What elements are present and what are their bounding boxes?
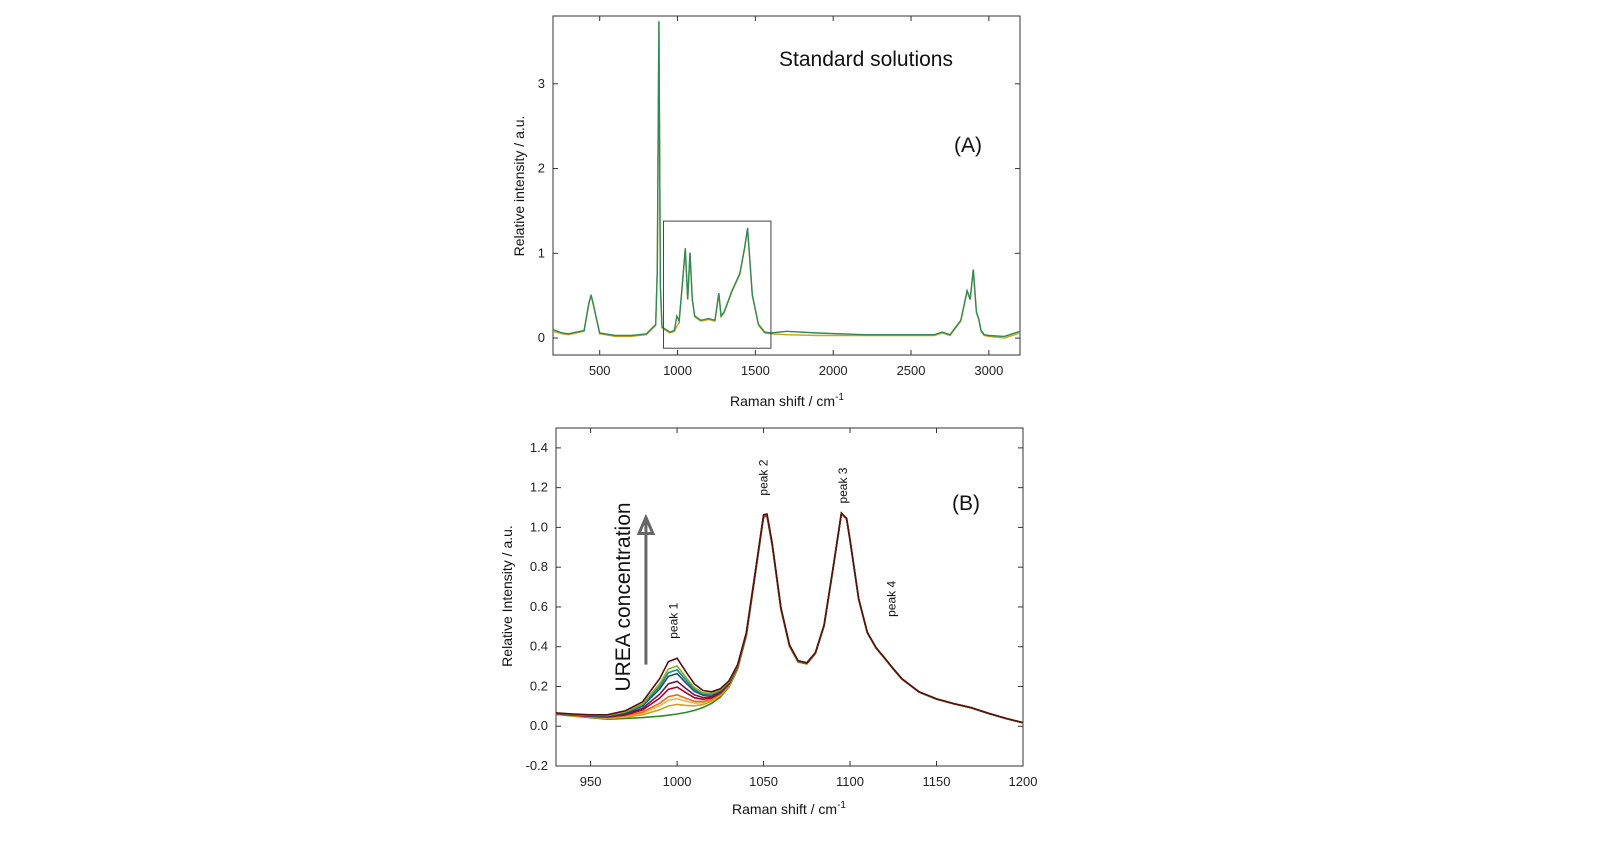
panel-b-arrow-label: UREA concentration <box>612 502 635 691</box>
panel-a-x-tick-label: 2500 <box>897 363 926 378</box>
panel-a-x-axis-label-text: Raman shift / cm <box>730 393 835 409</box>
panel-b-x-axis-label: Raman shift / cm-1 <box>732 800 846 817</box>
panel-a-y-tick-label: 1 <box>538 245 545 260</box>
panel-b-y-tick-label: -0.2 <box>526 758 548 773</box>
panel-a-x-tick-label: 1500 <box>741 363 770 378</box>
panel-b-series-line-10 <box>555 511 1024 724</box>
panel-b-concentration-arrow <box>636 513 656 665</box>
panel-b-x-tick-label: 1100 <box>836 774 864 789</box>
panel-a-y-tick-label: 3 <box>538 76 545 91</box>
panel-b-y-tick-label: 1.2 <box>530 480 548 495</box>
panel-a-label: (A) <box>954 134 982 157</box>
panel-b-x-ticks: 950 1000 1050 1100 1150 1200 <box>580 428 1038 789</box>
panel-b-x-axis-label-sup: -1 <box>837 800 846 811</box>
panel-a-title: Standard solutions <box>779 48 953 71</box>
panel-b-y-tick-label: 0.4 <box>530 639 548 654</box>
panel-a-y-tick-label: 0 <box>538 330 545 345</box>
concentration-arrow-head <box>636 513 656 535</box>
panel-b-peak-label-4: peak 4 <box>885 581 899 617</box>
panel-b-plot-area <box>555 427 1024 767</box>
panel-a-x-axis-label: Raman shift / cm-1 <box>730 392 844 409</box>
panel-b-y-tick-label: 1.4 <box>530 440 548 455</box>
panel-a-x-tick-label: 500 <box>589 363 611 378</box>
panel-b-x-tick-label: 950 <box>580 774 602 789</box>
panel-b-x-tick-label: 1150 <box>923 774 951 789</box>
panel-b-y-tick-label: 0.0 <box>530 718 548 733</box>
panel-b-y-tick-label: 0.8 <box>530 559 548 574</box>
panel-b-series-group <box>555 511 1024 724</box>
panel-b-peak-label-1: peak 1 <box>667 602 681 638</box>
panel-a-y-axis-label: Relative intensity / a.u. <box>511 116 527 257</box>
panel-b-y-tick-label: 0.2 <box>530 678 548 693</box>
panel-b-y-tick-label: 0.6 <box>530 599 548 614</box>
panel-a-plot-area <box>552 15 1021 356</box>
panel-b-x-axis-label-text: Raman shift / cm <box>732 801 837 817</box>
panel-b-y-ticks: -0.2 0.0 0.2 0.4 0.6 0.8 1.0 1.2 1.4 <box>526 440 1023 773</box>
panel-b-y-axis-label: Relative Intensity / a.u. <box>499 525 515 667</box>
panel-a: 500 1000 1500 2000 2500 3000 0 1 2 3 Standard so… <box>511 15 1021 409</box>
panel-a-series-group <box>552 21 1021 339</box>
panel-b-peak-annotations: peak 1 peak 2 peak 3 peak 4 <box>667 459 899 639</box>
panel-a-x-axis-label-sup: -1 <box>835 392 844 403</box>
panel-b: 950 1000 1050 1100 1150 1200 -0.2 0.0 0.2 0.4 0.6… <box>499 427 1038 817</box>
panel-a-x-tick-label: 3000 <box>974 363 1003 378</box>
panel-a-y-ticks: 0 1 2 3 <box>538 76 1020 345</box>
panel-b-x-tick-label: 1050 <box>749 774 778 789</box>
panel-b-peak-label-2: peak 2 <box>757 459 771 495</box>
panel-a-zoom-box <box>663 220 772 349</box>
panel-b-x-tick-label: 1200 <box>1009 774 1038 789</box>
panel-a-series-line-2 <box>552 21 1021 338</box>
panel-b-peak-label-3: peak 3 <box>836 467 850 503</box>
panel-a-x-tick-label: 2000 <box>819 363 848 378</box>
panel-a-y-tick-label: 2 <box>538 161 545 176</box>
panel-a-x-tick-label: 1000 <box>663 363 692 378</box>
panel-b-label: (B) <box>952 492 980 515</box>
panel-a-x-ticks: 500 1000 1500 2000 2500 3000 <box>589 16 1003 378</box>
panel-b-y-tick-label: 1.0 <box>530 519 548 534</box>
panel-b-x-tick-label: 1000 <box>663 774 692 789</box>
